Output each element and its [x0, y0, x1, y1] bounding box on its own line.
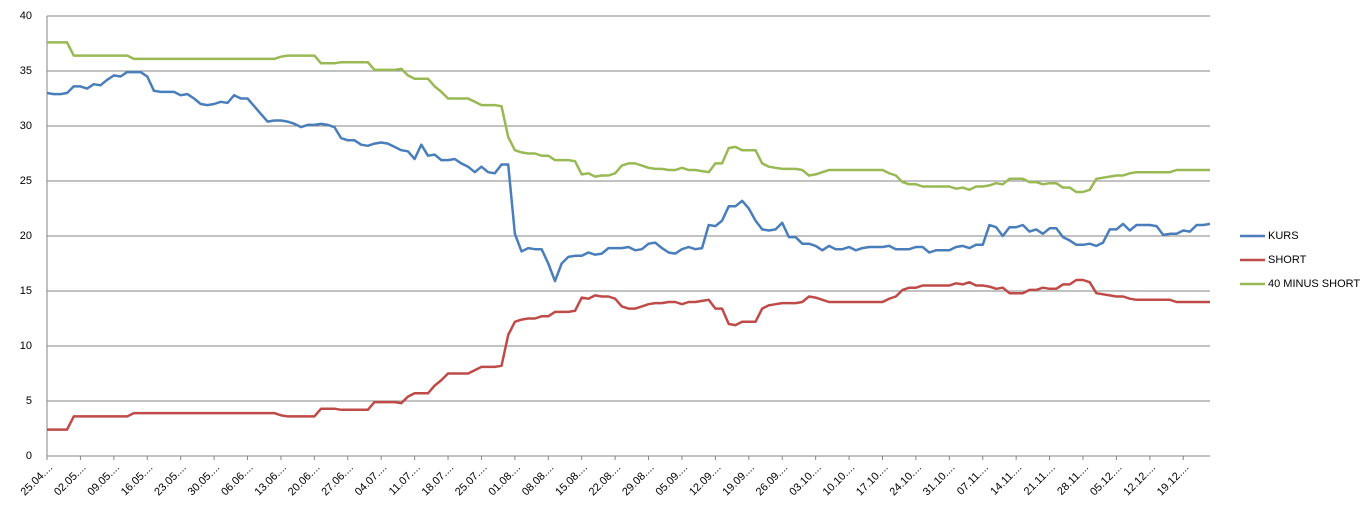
- x-tick-label: 13.06....: [253, 462, 290, 499]
- x-tick-label: 25.07....: [453, 462, 490, 499]
- x-tick-label: 11.07....: [387, 462, 423, 498]
- legend-label: SHORT: [1268, 254, 1307, 266]
- x-tick-label: 16.05....: [119, 462, 156, 499]
- x-tick-label: 30.05....: [186, 462, 223, 499]
- x-tick-label: 07.11....: [955, 462, 991, 498]
- y-tick-label: 40: [20, 10, 32, 22]
- x-tick-label: 23.05....: [152, 462, 189, 499]
- x-tick-label: 29.08....: [620, 462, 657, 499]
- x-tick-label: 17.10....: [854, 462, 891, 499]
- y-tick-label: 30: [20, 120, 32, 132]
- x-tick-label: 03.10....: [787, 462, 824, 499]
- x-tick-label: 01.08....: [486, 462, 523, 499]
- x-tick-label: 04.07....: [353, 462, 390, 499]
- series-line: [47, 278, 1210, 431]
- y-tick-label: 10: [20, 340, 32, 352]
- x-tick-label: 31.10....: [921, 462, 958, 499]
- series-line: [46, 70, 1211, 283]
- series-line: [47, 41, 1210, 194]
- x-tick-label: 18.07....: [420, 462, 457, 499]
- x-tick-label: 21.11....: [1022, 462, 1058, 498]
- x-tick-label: 25.04....: [19, 462, 56, 499]
- y-tick-label: 15: [20, 285, 32, 297]
- x-tick-label: 14.11....: [988, 462, 1024, 498]
- x-tick-label: 02.05....: [52, 462, 89, 499]
- x-tick-label: 28.11....: [1055, 462, 1091, 498]
- x-tick-label: 22.08....: [587, 462, 624, 499]
- legend-label: 40 MINUS SHORT: [1268, 278, 1360, 290]
- x-tick-label: 12.12....: [1121, 462, 1158, 499]
- y-tick-label: 5: [26, 395, 32, 407]
- x-tick-label: 05.12....: [1088, 462, 1125, 499]
- x-tick-label: 09.05....: [85, 462, 122, 499]
- x-tick-label: 19.12....: [1155, 462, 1192, 499]
- x-tick-label: 06.06....: [219, 462, 256, 499]
- x-tick-label: 26.09....: [754, 462, 791, 499]
- x-tick-label: 19.09....: [720, 462, 757, 499]
- y-tick-label: 25: [20, 175, 32, 187]
- x-tick-label: 27.06....: [319, 462, 356, 499]
- x-tick-label: 05.09....: [654, 462, 691, 499]
- y-tick-label: 35: [20, 65, 32, 77]
- x-tick-label: 20.06....: [286, 462, 323, 499]
- y-tick-label: 0: [26, 450, 32, 462]
- legend-label: KURS: [1268, 230, 1299, 242]
- y-tick-label: 20: [20, 230, 32, 242]
- x-tick-label: 08.08....: [520, 462, 557, 499]
- x-tick-label: 24.10....: [887, 462, 924, 499]
- x-tick-label: 15.08....: [553, 462, 590, 499]
- x-tick-label: 10.10....: [821, 462, 858, 499]
- x-tick-label: 12.09....: [687, 462, 724, 499]
